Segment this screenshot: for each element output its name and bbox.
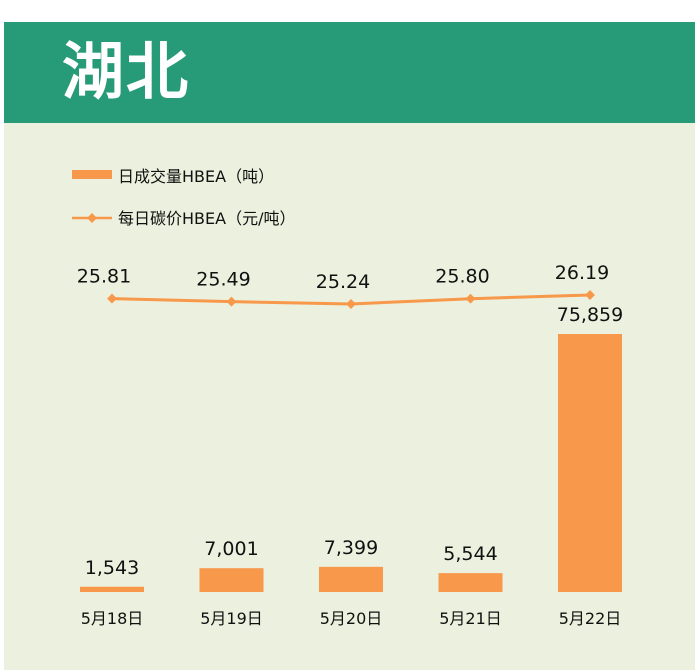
price-data-label: 25.81 [77, 266, 131, 288]
price-data-label: 26.19 [555, 262, 609, 284]
bar [438, 573, 503, 592]
price-point [107, 293, 117, 304]
legend-line-label: 每日碳价HBEA（元/吨） [118, 209, 295, 228]
bar [80, 586, 144, 592]
legend-bar-swatch [72, 170, 112, 179]
bar-data-label: 75,859 [557, 304, 623, 326]
x-tick-label: 5月22日 [559, 609, 622, 628]
price-data-label: 25.80 [435, 266, 489, 288]
bar-data-label: 1,543 [85, 557, 139, 579]
bar [319, 566, 383, 592]
price-point [585, 290, 595, 300]
page-title: 湖北 [62, 35, 191, 108]
bar [558, 334, 622, 592]
x-tick-label: 5月21日 [439, 609, 502, 628]
legend: 日成交量HBEA（吨） 每日碳价HBEA（元/吨） [72, 167, 295, 228]
price-data-label: 25.49 [196, 269, 250, 291]
price-point [465, 293, 476, 304]
bar-data-label: 7,399 [324, 537, 378, 559]
legend-line-marker [87, 213, 97, 223]
x-tick-label: 5月18日 [81, 609, 144, 628]
header-banner: 湖北 [4, 22, 695, 123]
legend-bar-label: 日成交量HBEA（吨） [118, 167, 274, 186]
price-point [346, 299, 356, 309]
bar [199, 568, 264, 592]
x-tick-label: 5月20日 [320, 609, 383, 628]
price-point [226, 296, 237, 307]
bar-data-label: 5,544 [443, 543, 497, 565]
bar-data-label: 7,001 [204, 538, 258, 560]
x-tick-label: 5月19日 [200, 609, 263, 628]
price-data-label: 25.24 [316, 271, 370, 293]
